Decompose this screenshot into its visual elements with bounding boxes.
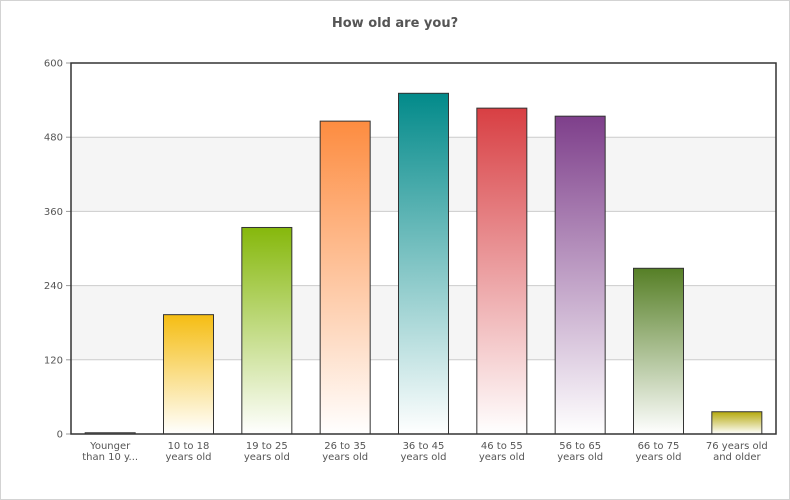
x-tick-label: years old <box>322 452 368 463</box>
x-tick-label: 46 to 55 <box>481 441 523 452</box>
y-tick-label: 600 <box>44 59 63 70</box>
x-tick-label: years old <box>636 452 682 463</box>
x-tick-label: 10 to 18 <box>168 441 210 452</box>
x-tick-label: years old <box>244 452 290 463</box>
bar[interactable] <box>319 120 371 435</box>
x-tick-label: and older <box>713 452 761 463</box>
x-tick-label: years old <box>401 452 447 463</box>
x-tick-label: 56 to 65 <box>559 441 601 452</box>
chart-title: How old are you? <box>331 16 459 31</box>
x-tick-label: years old <box>479 452 525 463</box>
bar[interactable] <box>398 92 449 435</box>
x-tick-label: Younger <box>89 441 131 452</box>
bar[interactable] <box>163 314 214 435</box>
plot-area-border <box>70 62 777 435</box>
bar[interactable] <box>241 226 293 435</box>
x-tick-label: 76 years old <box>706 441 768 452</box>
x-tick-label: years old <box>557 452 603 463</box>
x-tick-label: 26 to 35 <box>324 441 366 452</box>
y-tick-label: 480 <box>44 133 63 144</box>
bar[interactable] <box>476 107 528 435</box>
y-tick-label: 360 <box>44 207 63 218</box>
x-tick-label: 36 to 45 <box>403 441 445 452</box>
y-tick-label: 240 <box>44 281 63 292</box>
y-tick-label: 0 <box>57 430 63 441</box>
x-tick-label: 19 to 25 <box>246 441 288 452</box>
bar[interactable] <box>554 115 606 435</box>
y-tick-label: 120 <box>44 355 63 366</box>
x-tick-label: 66 to 75 <box>638 441 680 452</box>
bar[interactable] <box>711 411 763 435</box>
bar[interactable] <box>633 267 684 435</box>
x-tick-label: than 10 y... <box>82 452 138 463</box>
x-tick-label: years old <box>166 452 212 463</box>
